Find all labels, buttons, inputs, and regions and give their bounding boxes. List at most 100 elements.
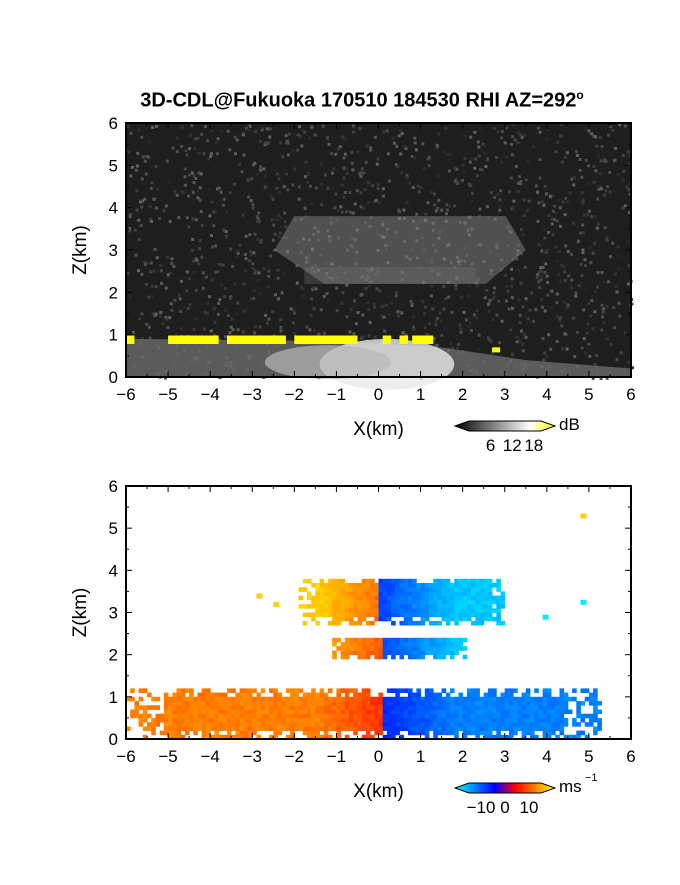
noise-cell [453,180,457,184]
noise-cell [341,135,345,139]
velocity-cell [546,709,552,715]
noise-cell [342,166,346,170]
noise-cell [402,208,406,212]
noise-cell [248,233,252,237]
noise-cell [570,177,574,181]
noise-cell [459,220,462,224]
velocity-cell [378,654,384,660]
velocity-cell [142,709,148,715]
velocity-cell [256,696,262,702]
velocity-cell [483,612,489,618]
velocity-cell [559,688,565,693]
velocity-cell [479,587,485,592]
noise-cell [212,224,216,228]
noise-cell [559,224,562,228]
velocity-cell [441,654,447,660]
noise-cell [359,336,363,340]
noise-cell [404,146,408,150]
velocity-cell [256,709,262,715]
velocity-cell [542,709,548,715]
velocity-cell [420,717,426,723]
velocity-cell [302,730,308,736]
noise-cell [438,311,442,315]
velocity-cell [273,709,278,715]
velocity-cell [222,726,228,731]
noise-cell [566,151,569,155]
noise-cell [206,301,210,305]
noise-cell [617,172,620,176]
noise-cell [614,272,618,276]
velocity-cell [285,717,291,723]
velocity-cell [382,646,388,651]
noise-cell [435,344,439,348]
noise-cell [473,130,477,134]
velocity-cell [365,726,371,731]
velocity-cell [294,696,299,702]
velocity-cell [378,612,384,618]
velocity-cell [319,692,325,698]
velocity-cell [361,642,367,647]
velocity-cell [349,722,354,727]
velocity-cell [290,726,295,731]
noise-cell [623,331,627,335]
noise-cell [356,150,360,154]
noise-cell [585,331,589,335]
velocity-cell [281,709,287,715]
velocity-cell [361,692,367,698]
velocity-cell [172,709,177,715]
noise-cell [507,307,511,311]
velocity-cell [349,646,354,651]
velocity-cell [285,705,291,710]
noise-cell [587,342,591,346]
velocity-cell [206,717,211,723]
noise-cell [147,295,151,299]
noise-cell [520,135,524,139]
velocity-cell [454,578,459,584]
noise-cell [139,200,142,204]
velocity-cell [492,713,497,719]
velocity-cell [340,705,346,710]
velocity-cell [361,608,367,613]
noise-cell [567,274,571,278]
velocity-cell [412,637,417,643]
noise-cell [241,330,245,334]
velocity-cell [353,696,358,702]
noise-cell [340,301,344,305]
noise-cell [621,178,625,182]
velocity-cell [580,513,587,519]
noise-cell [564,244,568,248]
noise-cell [149,261,153,265]
noise-cell [197,151,201,155]
velocity-cell [416,654,421,660]
velocity-cell [412,612,417,618]
noise-cell [235,255,239,258]
velocity-cell [391,734,396,740]
velocity-cell [374,637,379,643]
velocity-cell [227,705,232,710]
velocity-cell [340,654,346,660]
noise-cell [561,160,565,164]
noise-cell [550,222,554,226]
velocity-cell [530,696,535,702]
velocity-cell [437,637,442,643]
velocity-cell [172,717,177,723]
velocity-cell [323,604,329,609]
noise-cell [423,326,427,330]
noise-cell [514,165,518,168]
noise-cell [241,133,245,137]
velocity-cell [475,587,480,592]
velocity-cell [408,722,413,727]
velocity-cell [454,730,459,736]
noise-cell [627,239,631,242]
velocity-cell [264,705,270,710]
noise-cell [449,261,453,265]
velocity-cell [525,692,531,698]
noise-cell [326,186,330,190]
noise-cell [154,285,158,288]
velocity-cell [525,701,531,706]
noise-cell [518,313,522,317]
velocity-cell [307,713,312,719]
y-axis-label: Z(km) [70,225,91,275]
velocity-cell [231,717,236,723]
velocity-cell [441,637,447,643]
